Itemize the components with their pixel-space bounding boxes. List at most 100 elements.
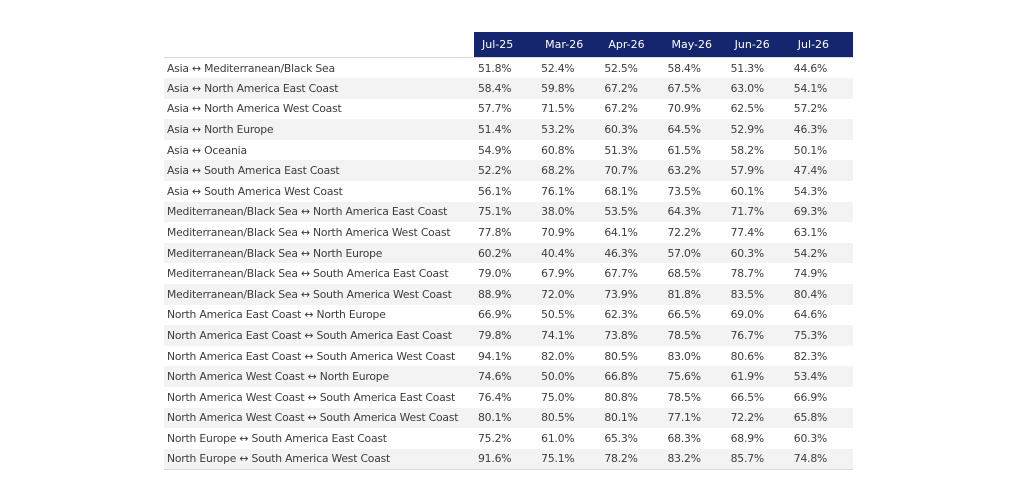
value-cell: 60.2%	[478, 246, 512, 260]
value-cell: 56.1%	[478, 184, 512, 198]
value-cell: 78.5%	[667, 329, 701, 343]
value-cell: 60.8%	[541, 143, 575, 157]
value-cell: 58.4%	[663, 57, 727, 79]
value-cell: 52.4%	[537, 57, 601, 79]
value-cell: 60.3%	[793, 431, 828, 445]
value-cell: 73.9%	[604, 287, 638, 301]
value-cell: 46.3%	[793, 123, 828, 137]
route-label: North America East Coast ↔ South America…	[167, 349, 456, 363]
value-cell: 51.4%	[478, 123, 512, 137]
value-cell: 73.8%	[604, 329, 638, 343]
value-cell: 94.1%	[478, 349, 512, 363]
value-cell: 64.1%	[604, 226, 638, 240]
column-header[interactable]: Mar-26	[537, 32, 601, 58]
table-row: North America West Coast ↔ North Europe 7…	[164, 366, 853, 387]
table-row: Asia ↔ Oceania 54.9% 60.8% 51.3% 61.5% 58.2% 5…	[164, 140, 853, 161]
value-cell: 70.9%	[667, 102, 701, 116]
column-header[interactable]: Jul-26	[789, 32, 853, 58]
route-label: North America West Coast ↔ North Europe	[167, 370, 389, 384]
table-row: Mediterranean/Black Sea ↔ North America …	[164, 201, 853, 223]
value-cell: 50.5%	[541, 308, 575, 322]
value-cell: 52.5%	[600, 57, 664, 79]
route-label: Asia ↔ South America West Coast	[167, 184, 343, 198]
value-cell: 61.9%	[730, 370, 765, 384]
value-cell: 67.7%	[604, 267, 638, 281]
value-cell: 75.0%	[541, 390, 575, 404]
value-cell: 50.0%	[541, 370, 575, 384]
value-cell: 53.5%	[604, 205, 638, 219]
value-cell: 54.9%	[478, 143, 512, 157]
value-cell: 80.6%	[730, 349, 765, 363]
route-label: North America West Coast ↔ South America…	[167, 411, 459, 425]
value-cell: 68.1%	[604, 184, 638, 198]
value-cell: 77.8%	[478, 226, 512, 240]
value-cell: 47.4%	[793, 164, 828, 178]
route-percentage-table: Jul-25 Mar-26 Apr-26 May-26 Jun-26 Jul-2…	[164, 32, 853, 470]
route-label: Mediterranean/Black Sea ↔ North America …	[167, 226, 451, 240]
value-cell: 77.1%	[667, 411, 701, 425]
value-cell: 82.3%	[793, 349, 828, 363]
column-header[interactable]: Apr-26	[600, 32, 664, 58]
value-cell: 73.5%	[667, 184, 701, 198]
value-cell: 52.2%	[478, 164, 512, 178]
value-cell: 57.9%	[730, 164, 765, 178]
column-header[interactable]: May-26	[663, 32, 727, 58]
value-cell: 72.0%	[541, 287, 575, 301]
value-cell: 59.8%	[541, 81, 575, 95]
value-cell: 51.8%	[474, 57, 538, 79]
value-cell: 51.3%	[604, 143, 638, 157]
table-row: Asia ↔ South America West Coast 56.1% 76.1…	[164, 181, 853, 202]
value-cell: 80.1%	[478, 411, 512, 425]
value-cell: 74.6%	[478, 370, 512, 384]
table-row: Mediterranean/Black Sea ↔ South America …	[164, 284, 853, 305]
value-cell: 65.3%	[604, 431, 638, 445]
value-cell: 78.5%	[667, 390, 701, 404]
table-row: Mediterranean/Black Sea ↔ South America …	[164, 263, 853, 284]
table-row: Mediterranean/Black Sea ↔ North Europe 60…	[164, 242, 853, 264]
value-cell: 46.3%	[604, 246, 638, 260]
route-label: Mediterranean/Black Sea ↔ South America …	[167, 287, 452, 301]
value-cell: 64.3%	[667, 205, 701, 219]
value-cell: 44.6%	[789, 57, 853, 79]
value-cell: 60.1%	[730, 184, 765, 198]
value-cell: 69.3%	[793, 205, 828, 219]
value-cell: 71.5%	[541, 102, 575, 116]
column-header[interactable]: Jul-25	[474, 32, 538, 58]
value-cell: 63.2%	[667, 164, 701, 178]
value-cell: 75.3%	[793, 329, 828, 343]
table-row: Asia ↔ Mediterranean/Black Sea 51.8% 52.4%…	[164, 57, 853, 79]
value-cell: 75.2%	[478, 431, 512, 445]
table-row: North Europe ↔ South America West Coast 9…	[164, 448, 853, 470]
value-cell: 79.0%	[478, 267, 512, 281]
value-cell: 68.3%	[667, 431, 701, 445]
value-cell: 80.8%	[604, 390, 638, 404]
route-label: North America East Coast ↔ North Europe	[167, 308, 386, 322]
value-cell: 75.1%	[537, 448, 601, 470]
value-cell: 61.5%	[667, 143, 701, 157]
value-cell: 74.9%	[793, 267, 828, 281]
value-cell: 53.4%	[793, 370, 828, 384]
value-cell: 58.4%	[478, 81, 512, 95]
value-cell: 66.9%	[793, 390, 828, 404]
route-label: North Europe ↔ South America East Coast	[167, 431, 387, 445]
route-label: Asia ↔ Oceania	[167, 143, 247, 157]
value-cell: 58.2%	[730, 143, 765, 157]
route-label: Mediterranean/Black Sea ↔ North Europe	[167, 246, 383, 260]
value-cell: 67.2%	[604, 102, 638, 116]
value-cell: 68.2%	[541, 164, 575, 178]
value-cell: 88.9%	[478, 287, 512, 301]
route-label: Asia ↔ North America West Coast	[167, 102, 342, 116]
value-cell: 76.1%	[541, 184, 575, 198]
column-header[interactable]: Jun-26	[726, 32, 790, 58]
value-cell: 78.7%	[730, 267, 765, 281]
value-cell: 65.8%	[793, 411, 828, 425]
value-cell: 38.0%	[541, 205, 575, 219]
value-cell: 66.5%	[730, 390, 765, 404]
value-cell: 61.0%	[541, 431, 575, 445]
value-cell: 72.2%	[667, 226, 701, 240]
value-cell: 63.0%	[730, 81, 765, 95]
route-label: Asia ↔ Mediterranean/Black Sea	[164, 57, 475, 79]
route-label: Mediterranean/Black Sea ↔ North America …	[167, 205, 448, 219]
table-row: Asia ↔ North Europe 51.4% 53.2% 60.3% 64.5% 5…	[164, 119, 853, 140]
value-cell: 77.4%	[730, 226, 765, 240]
